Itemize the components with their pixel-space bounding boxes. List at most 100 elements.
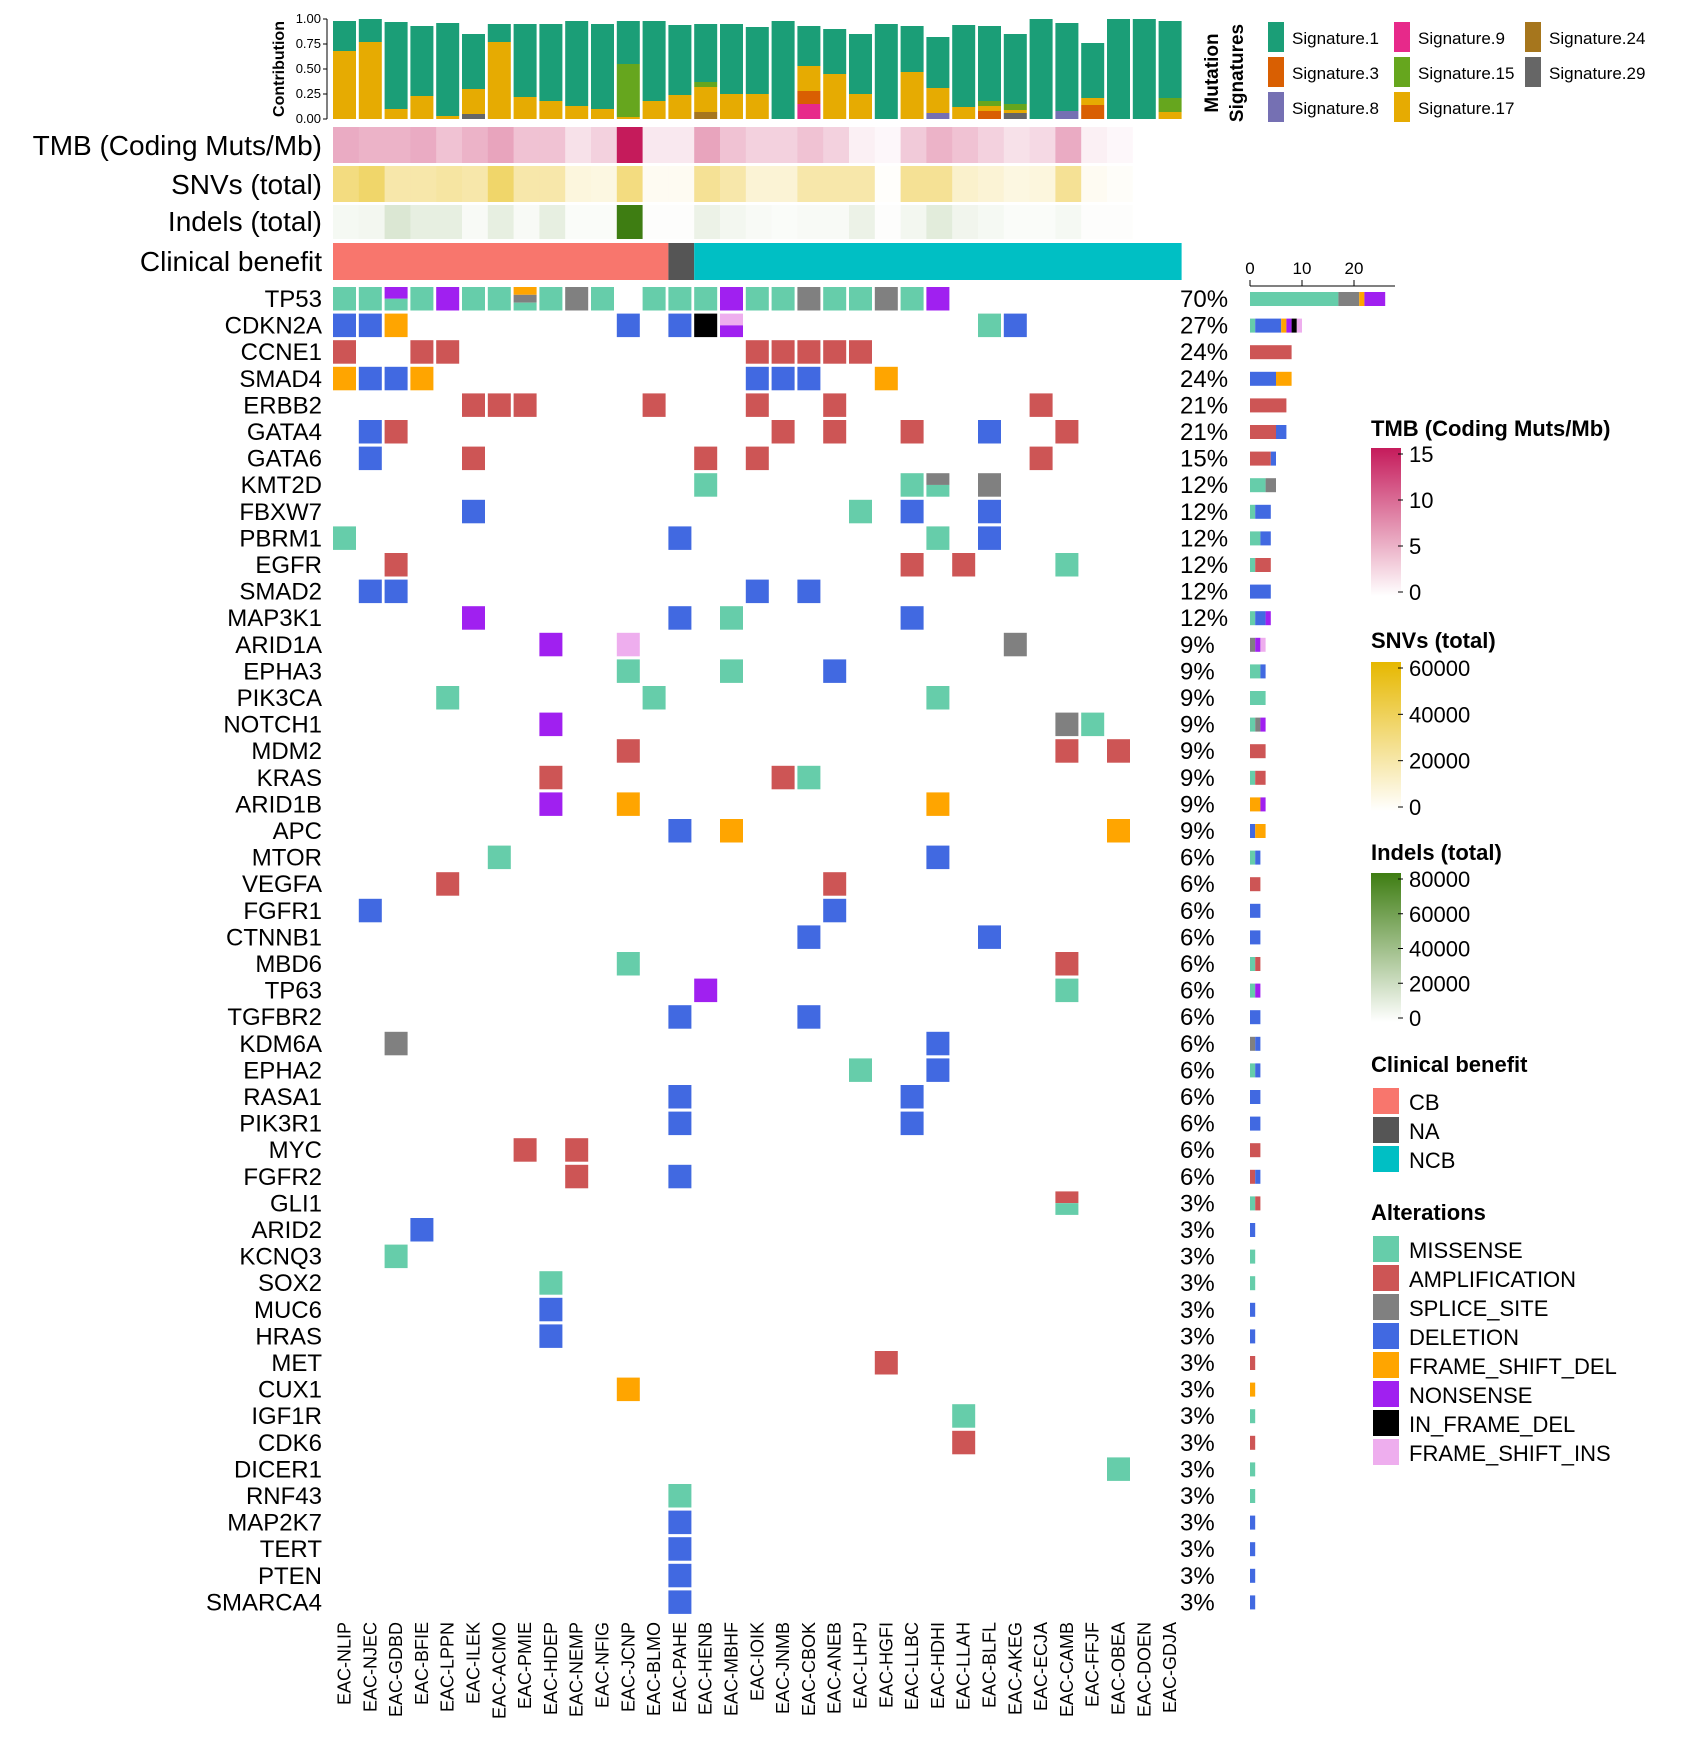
gene-label: MUC6 <box>254 1297 322 1324</box>
signature-bar-segment <box>874 24 898 119</box>
signature-bar-segment <box>823 29 847 74</box>
mutation-cell <box>823 872 847 896</box>
mutation-cell <box>771 366 795 391</box>
mutation-cell <box>616 659 640 683</box>
mutation-cell <box>952 1430 976 1455</box>
signature-bar-segment <box>771 21 795 119</box>
freq-bar-segment <box>1364 292 1386 306</box>
signature-bar-segment <box>591 109 614 119</box>
sample-label: EAC-GDJA <box>1160 1622 1180 1713</box>
snv-track-cell <box>1132 166 1160 202</box>
mutation-cell <box>668 819 692 843</box>
clinical-track-segment <box>668 243 695 280</box>
freq-bar-segment <box>1250 584 1271 599</box>
mutation-cell <box>565 287 589 311</box>
mutation-cell <box>668 606 692 630</box>
mutation-cell <box>926 526 950 550</box>
gene-percent: 3% <box>1180 1403 1215 1430</box>
snv-track-cell <box>874 166 902 202</box>
signature-bar-segment <box>436 116 460 119</box>
tmb-track-cell <box>384 127 411 163</box>
signature-bar-segment <box>616 21 640 64</box>
mutation-cell <box>694 473 718 497</box>
tmb-track-cell <box>797 127 824 163</box>
sig-legend-label: Signature.15 <box>1418 64 1514 83</box>
mutation-cell <box>410 340 434 364</box>
indel-track-cell <box>1107 205 1134 239</box>
indel-track-cell <box>952 205 979 239</box>
signature-bar-segment <box>694 87 718 112</box>
gene-label: DICER1 <box>234 1456 322 1483</box>
snv-track-cell <box>849 166 876 202</box>
gene-percent: 3% <box>1180 1270 1215 1297</box>
gene-label: KMT2D <box>241 472 322 499</box>
snv-legend-tick-label: 40000 <box>1409 702 1470 727</box>
mutation-cell <box>358 313 382 338</box>
mutation-cell <box>797 287 821 311</box>
signature-bar-segment <box>694 24 718 82</box>
mutation-cell <box>668 1484 692 1508</box>
gene-percent: 21% <box>1180 419 1228 446</box>
mutation-cell <box>539 792 563 816</box>
indel-track-cell <box>384 205 411 239</box>
sig-legend-title: Signatures <box>1227 24 1248 122</box>
freq-bar-segment <box>1250 903 1261 918</box>
signature-bar-segment <box>849 34 872 94</box>
mutation-cell <box>1029 393 1053 417</box>
snv-track-cell <box>616 166 644 202</box>
freq-bar-segment <box>1255 1036 1261 1051</box>
signature-bar-segment <box>513 24 537 97</box>
sig-legend-label: Signature.17 <box>1418 99 1514 118</box>
alterations-legend-title: Alterations <box>1371 1200 1486 1225</box>
clinical-legend-swatch <box>1373 1088 1399 1114</box>
snv-legend-bar <box>1371 662 1401 811</box>
signature-bar-segment <box>926 113 950 119</box>
signature-bar-segment <box>668 25 692 95</box>
indel-track-cell <box>513 205 540 239</box>
mutation-cell <box>668 1590 692 1614</box>
mutation-cell <box>668 1563 692 1588</box>
mutation-cell <box>668 1085 692 1109</box>
signature-bar-segment <box>1081 43 1105 98</box>
tmb-track-cell <box>694 127 721 163</box>
signature-bar-segment <box>1081 105 1105 119</box>
freq-bar-segment <box>1338 292 1360 306</box>
signature-bar-segment <box>797 26 821 66</box>
mutation-cell <box>745 340 769 364</box>
sig-legend-swatch <box>1268 22 1284 52</box>
tmb-track-cell <box>333 127 360 163</box>
gene-label: SOX2 <box>258 1270 322 1297</box>
gene-label: KRAS <box>257 765 322 792</box>
tmb-legend-tick-label: 0 <box>1409 580 1421 605</box>
sig-legend-title: Mutation <box>1202 33 1223 112</box>
gene-label: SMARCA4 <box>206 1589 322 1616</box>
mutation-cell <box>694 287 718 311</box>
mutation-cell <box>926 287 950 311</box>
gene-percent: 3% <box>1180 1563 1215 1590</box>
tmb-legend-tick-label: 10 <box>1409 488 1433 513</box>
mutation-cell <box>333 340 356 364</box>
sig-y-tick-label: 1.00 <box>296 11 321 26</box>
freq-bar-segment <box>1250 1090 1261 1104</box>
clinical-track-segment <box>333 243 669 280</box>
indel-track-cell <box>978 205 1005 239</box>
snv-track-cell <box>487 166 515 202</box>
gene-percent: 6% <box>1180 978 1215 1005</box>
mutation-cell <box>1003 632 1027 657</box>
signature-bar-segment <box>823 74 847 119</box>
tmb-track-cell <box>1055 127 1082 163</box>
tmb-track-cell <box>1003 127 1031 163</box>
mutation-cell <box>462 606 485 630</box>
freq-bar-segment <box>1250 1568 1256 1583</box>
gene-percent: 9% <box>1180 791 1215 818</box>
mutation-cell <box>513 287 537 295</box>
freq-bar-segment <box>1250 1302 1256 1317</box>
tmb-track-cell <box>926 127 953 163</box>
gene-percent: 3% <box>1180 1377 1215 1404</box>
signature-bar-segment <box>1158 112 1182 119</box>
gene-label: PIK3CA <box>237 685 322 712</box>
tmb-track-cell <box>1132 127 1160 163</box>
gene-percent: 24% <box>1180 366 1228 393</box>
signature-bar-segment <box>333 51 356 119</box>
gene-label: MET <box>271 1350 322 1377</box>
